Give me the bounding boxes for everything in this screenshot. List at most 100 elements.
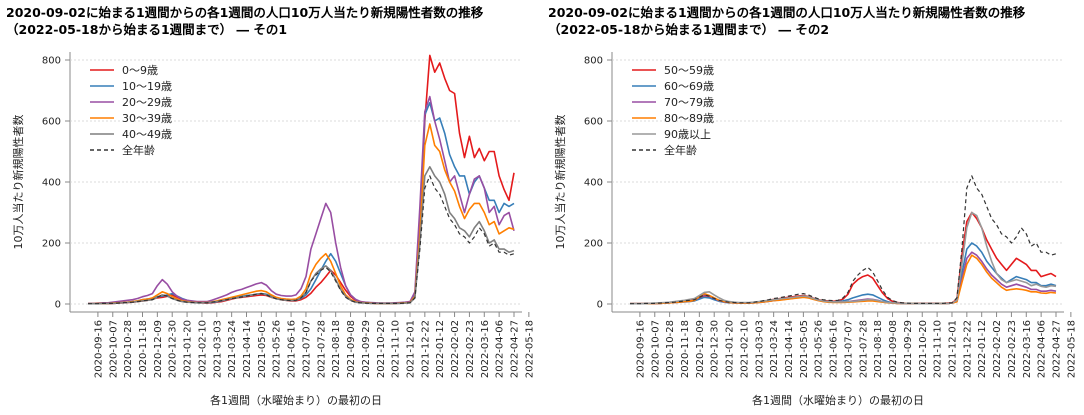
x-tick-label: 2021-09-29	[903, 320, 914, 378]
x-tick-label: 2020-11-18	[680, 320, 691, 378]
chart-title-line1: 2020-09-02に始まる1週間からの各1週間の人口10万人当たり新規陽性者数…	[6, 5, 484, 20]
x-tick-label: 2021-03-03	[212, 320, 223, 378]
x-tick-label: 2020-09-16	[635, 320, 646, 378]
y-tick-label: 800	[42, 56, 61, 67]
x-tick-label: 2022-04-27	[510, 320, 521, 378]
chart-title: 2020-09-02に始まる1週間からの各1週間の人口10万人当たり新規陽性者数…	[6, 4, 483, 38]
series-line	[88, 54, 515, 305]
y-tick-label: 600	[584, 117, 603, 128]
legend-label: 60〜69歳	[664, 80, 714, 93]
chart-panel-1: 2020-09-02に始まる1週間からの各1週間の人口10万人当たり新規陽性者数…	[6, 4, 535, 407]
x-tick-label: 2020-09-16	[93, 320, 104, 378]
x-tick-label: 2021-03-03	[754, 320, 765, 378]
legend-label: 10〜19歳	[122, 80, 172, 93]
x-tick-label: 2020-12-09	[695, 320, 706, 378]
y-tick-label: 400	[584, 178, 603, 189]
x-tick-label: 2022-01-12	[435, 320, 446, 378]
series-line	[630, 211, 1057, 305]
x-tick-label: 2022-04-27	[1052, 320, 1063, 378]
legend-label: 0〜9歳	[122, 64, 158, 77]
x-tick-label: 2021-03-24	[227, 320, 238, 378]
legend-label: 30〜39歳	[122, 112, 172, 125]
x-tick-label: 2022-02-23	[1007, 320, 1018, 378]
x-tick-label: 2020-10-07	[650, 320, 661, 378]
legend-label: 50〜59歳	[664, 64, 714, 77]
x-tick-label: 2021-12-22	[420, 320, 431, 378]
y-tick-label: 400	[42, 178, 61, 189]
x-tick-label: 2020-10-28	[665, 320, 676, 378]
series-line	[630, 175, 1057, 305]
x-tick-label: 2021-07-28	[858, 320, 869, 378]
x-axis-title: 各1週間（水曜始まり）の最初の日	[752, 393, 924, 407]
line-chart-1: 0 200 400 600 800 2020-09-16 2020-10-07 2020-10…	[11, 52, 535, 407]
legend-label: 20〜29歳	[122, 96, 172, 109]
x-tick-label: 2021-09-08	[346, 320, 357, 378]
chart-panel-2: 2020-09-02に始まる1週間からの各1週間の人口10万人当たり新規陽性者数…	[542, 0, 1084, 415]
x-tick-label: 2020-12-09	[153, 320, 164, 378]
x-tick-label: 2021-04-14	[784, 320, 795, 378]
series-line	[630, 242, 1057, 305]
series-line	[88, 166, 515, 305]
x-tick-label: 2021-03-24	[769, 320, 780, 378]
x-tick-label: 2021-01-20	[725, 320, 736, 378]
y-tick-label: 600	[42, 117, 61, 128]
line-chart-2: 0 200 400 600 800 2020-09-16 2020-10-07 2020-10…	[553, 52, 1077, 407]
legend-label: 90歳以上	[664, 128, 711, 141]
x-tick-label: 2021-02-10	[197, 320, 208, 378]
x-tick-label: 2021-08-18	[331, 320, 342, 378]
x-tick-label: 2021-05-05	[257, 320, 268, 378]
x-tick-label: 2020-12-30	[168, 320, 179, 378]
x-tick-label: 2021-11-10	[391, 320, 402, 378]
x-tick-label: 2021-06-16	[829, 320, 840, 378]
y-axis-title: 10万人当たり新規陽性者数	[553, 115, 567, 250]
x-tick-label: 2021-05-26	[272, 320, 283, 378]
x-tick-label: 2021-07-07	[301, 320, 312, 378]
x-tick-label: 2022-02-23	[465, 320, 476, 378]
legend-label: 40〜49歳	[122, 128, 172, 141]
x-tick-label: 2022-04-06	[1037, 320, 1048, 378]
x-tick-label: 2021-09-08	[888, 320, 899, 378]
legend-label: 全年齢	[664, 143, 697, 157]
series-line	[88, 123, 515, 305]
y-tick-label: 0	[55, 300, 61, 311]
x-tick-label: 2022-02-02	[992, 320, 1003, 378]
x-tick-label: 2021-07-28	[316, 320, 327, 378]
y-tick-label: 800	[584, 56, 603, 67]
x-tick-label: 2021-11-10	[933, 320, 944, 378]
series-line	[630, 211, 1057, 305]
x-tick-label: 2020-11-18	[138, 320, 149, 378]
y-tick-label: 200	[42, 239, 61, 250]
x-tick-label: 2022-03-16	[480, 320, 491, 378]
x-tick-label: 2021-04-14	[242, 320, 253, 378]
x-tick-label: 2021-12-01	[405, 320, 416, 378]
x-tick-label: 2022-05-18	[1066, 320, 1077, 378]
x-tick-label: 2021-10-20	[376, 320, 387, 378]
x-axis-title: 各1週間（水曜始まり）の最初の日	[210, 393, 382, 407]
x-tick-label: 2021-09-29	[361, 320, 372, 378]
x-tick-label: 2022-04-06	[495, 320, 506, 378]
x-tick-label: 2020-10-07	[108, 320, 119, 378]
legend-label: 80〜89歳	[664, 112, 714, 125]
x-tick-label: 2022-03-16	[1022, 320, 1033, 378]
x-tick-label: 2021-05-26	[814, 320, 825, 378]
chart-subtitle: （2022-05-18から始まる1週間まで） ― その1	[6, 22, 288, 37]
y-axis-title: 10万人当たり新規陽性者数	[11, 115, 25, 250]
x-tick-label: 2022-01-12	[977, 320, 988, 378]
x-tick-label: 2020-10-28	[123, 320, 134, 378]
x-tick-label: 2021-12-22	[962, 320, 973, 378]
series-line	[88, 95, 515, 305]
chart-title-line1: 2020-09-02に始まる1週間からの各1週間の人口10万人当たり新規陽性者数…	[548, 5, 1026, 20]
x-tick-label: 2022-02-02	[450, 320, 461, 378]
x-tick-label: 2021-01-20	[183, 320, 194, 378]
x-tick-label: 2022-05-18	[524, 320, 535, 378]
y-tick-label: 0	[597, 300, 603, 311]
x-tick-label: 2021-07-07	[843, 320, 854, 378]
x-tick-label: 2021-10-20	[918, 320, 929, 378]
y-tick-label: 200	[584, 239, 603, 250]
x-tick-label: 2021-12-01	[947, 320, 958, 378]
x-tick-label: 2021-05-05	[799, 320, 810, 378]
series-line	[88, 175, 515, 305]
chart-subtitle: （2022-05-18から始まる1週間まで） ― その2	[548, 22, 830, 37]
x-tick-label: 2020-12-30	[710, 320, 721, 378]
legend-label: 全年齢	[122, 143, 155, 157]
